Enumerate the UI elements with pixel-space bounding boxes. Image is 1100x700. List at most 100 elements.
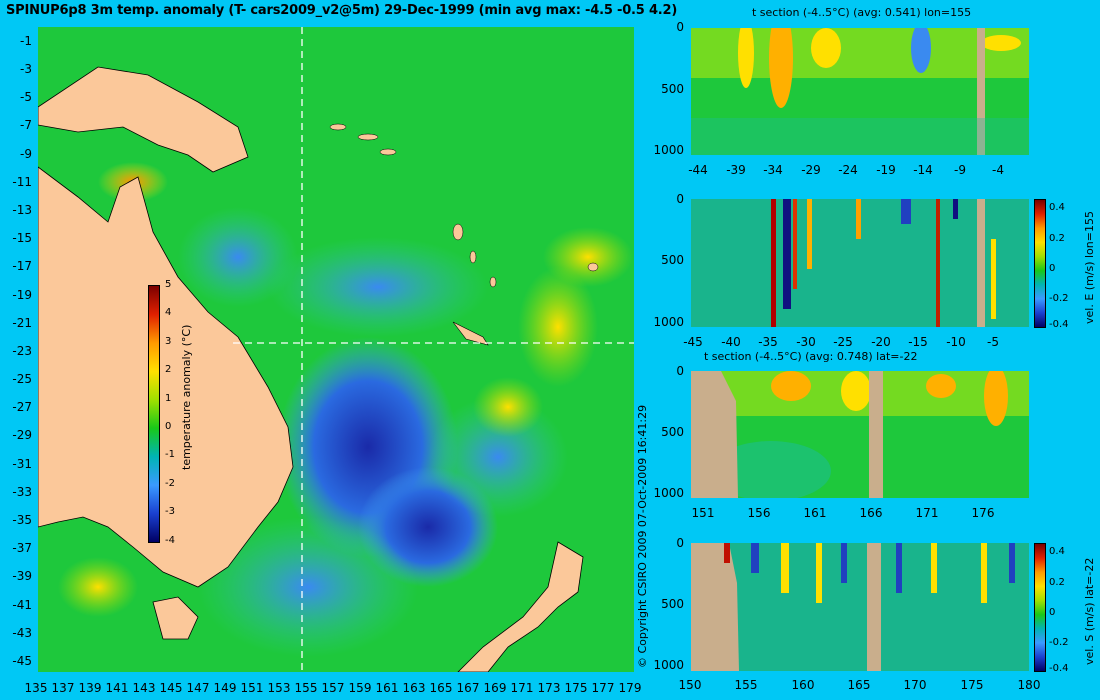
- lon-tick: 151: [240, 681, 264, 695]
- colorbar-tick: -0.2: [1049, 293, 1069, 304]
- figure-title: SPINUP6p8 3m temp. anomaly (T- cars2009_…: [6, 3, 678, 18]
- colorbar-tick: 4: [165, 307, 172, 318]
- colorbar-tick: 5: [165, 279, 172, 290]
- lat-tick: -30: [796, 335, 816, 349]
- colorbar-label: vel. E (m/s) lon=155: [1083, 211, 1096, 324]
- lon-tick: 143: [132, 681, 156, 695]
- lon-tick: 171: [510, 681, 534, 695]
- temperature-anomaly-map: [38, 27, 634, 672]
- lat-tick: -7: [20, 118, 32, 132]
- lon-tick: 149: [213, 681, 237, 695]
- lat-tick: -25: [12, 372, 32, 386]
- colorbar-tick: -3: [165, 506, 175, 517]
- colorbar-tick: -0.2: [1049, 637, 1069, 648]
- lon-tick: 153: [267, 681, 291, 695]
- colorbar-tick: 0.2: [1049, 233, 1065, 244]
- lon-tick: 145: [159, 681, 183, 695]
- lat-tick: -20: [871, 335, 891, 349]
- lat-tick: -14: [913, 163, 933, 177]
- depth-tick: 500: [661, 82, 684, 96]
- lat-tick: -13: [12, 203, 32, 217]
- colorbar-tick: 0: [1049, 607, 1056, 618]
- depth-tick: 0: [676, 364, 684, 378]
- depth-tick: 500: [661, 425, 684, 439]
- lon-tick: 166: [859, 506, 883, 520]
- lon-tick: 180: [1017, 678, 1041, 692]
- lat-tick: -31: [12, 457, 32, 471]
- lon-tick: 169: [483, 681, 507, 695]
- lon-tick: 141: [105, 681, 129, 695]
- lat-tick: -19: [12, 288, 32, 302]
- section-plot-vel-south-lat-22: [691, 543, 1029, 671]
- lat-tick: -5: [20, 90, 32, 104]
- colorbar-tick: -0.4: [1049, 319, 1069, 330]
- australia-landmass: [38, 166, 294, 588]
- lon-tick: 155: [734, 678, 758, 692]
- lat-tick: -9: [20, 147, 32, 161]
- depth-tick: 1000: [653, 486, 684, 500]
- lat-tick: -45: [12, 654, 32, 668]
- lon-tick: 165: [429, 681, 453, 695]
- depth-tick: 0: [676, 20, 684, 34]
- lon-tick: 175: [960, 678, 984, 692]
- lat-tick: -17: [12, 259, 32, 273]
- lat-tick: -15: [908, 335, 928, 349]
- lat-tick: -19: [876, 163, 896, 177]
- lat-tick: -29: [801, 163, 821, 177]
- lat-tick: -5: [987, 335, 999, 349]
- colorbar-tick: 0.4: [1049, 202, 1065, 213]
- lat-tick: -27: [12, 400, 32, 414]
- lon-tick: 176: [971, 506, 995, 520]
- colorbar-tick: 0: [165, 421, 172, 432]
- lon-tick: 160: [791, 678, 815, 692]
- section-plot-temp-lat-22: [691, 371, 1029, 498]
- lat-tick: -39: [726, 163, 746, 177]
- lat-tick: -43: [12, 626, 32, 640]
- colorbar-label: temperature anomaly (°C): [180, 324, 193, 470]
- lat-tick: -9: [954, 163, 966, 177]
- section-plot-vel-east-lon155: [691, 199, 1029, 327]
- lat-tick: -25: [833, 335, 853, 349]
- lat-tick: -29: [12, 428, 32, 442]
- lat-tick: -10: [946, 335, 966, 349]
- lat-tick: -33: [12, 485, 32, 499]
- lon-tick: 150: [678, 678, 702, 692]
- lat-tick: -34: [763, 163, 783, 177]
- new-guinea-landmass: [38, 66, 249, 173]
- lat-tick: -3: [20, 62, 32, 76]
- depth-tick: 1000: [653, 143, 684, 157]
- lat-tick: -35: [758, 335, 778, 349]
- lon-tick: 177: [591, 681, 615, 695]
- depth-tick: 1000: [653, 658, 684, 672]
- colorbar-tick: 2: [165, 364, 172, 375]
- colorbar-gradient: [1034, 199, 1046, 328]
- lon-tick: 156: [747, 506, 771, 520]
- depth-tick: 500: [661, 253, 684, 267]
- section-plot-temp-lon155: [691, 28, 1029, 155]
- lon-tick: 151: [691, 506, 715, 520]
- lon-tick: 139: [78, 681, 102, 695]
- lon-tick: 161: [375, 681, 399, 695]
- lat-tick: -45: [683, 335, 703, 349]
- colorbar-gradient: [148, 285, 160, 543]
- lat-tick: -44: [688, 163, 708, 177]
- lat-tick: -15: [12, 231, 32, 245]
- colorbar-tick: -1: [165, 449, 175, 460]
- lon-tick: 147: [186, 681, 210, 695]
- lon-tick: 173: [537, 681, 561, 695]
- colorbar-tick: 0.2: [1049, 577, 1065, 588]
- lon-tick: 155: [294, 681, 318, 695]
- lat-tick: -41: [12, 598, 32, 612]
- lat-tick: -11: [12, 175, 32, 189]
- lon-tick: 137: [51, 681, 75, 695]
- lon-tick: 170: [903, 678, 927, 692]
- depth-tick: 0: [676, 536, 684, 550]
- colorbar-tick: -4: [165, 535, 175, 546]
- lat-tick: -1: [20, 34, 32, 48]
- lon-tick: 161: [803, 506, 827, 520]
- lat-tick: -24: [838, 163, 858, 177]
- pacific-islands: [329, 123, 599, 288]
- tasmania-landmass: [152, 596, 199, 640]
- lon-tick: 165: [847, 678, 871, 692]
- depth-tick: 0: [676, 192, 684, 206]
